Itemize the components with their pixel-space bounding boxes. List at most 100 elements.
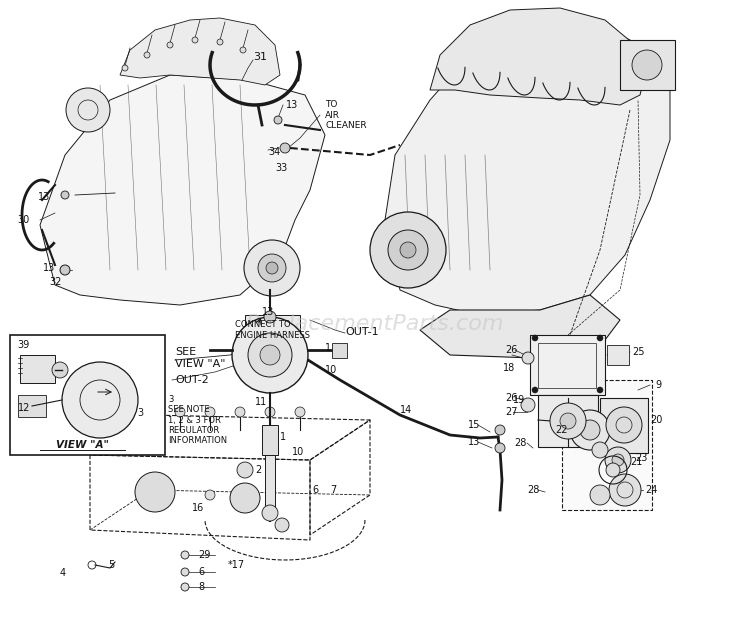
Text: 1: 1 [280, 432, 286, 442]
Text: CONNECT TO
ENGINE HARNESS: CONNECT TO ENGINE HARNESS [235, 320, 310, 340]
Text: 10: 10 [325, 365, 338, 375]
Circle shape [230, 483, 260, 513]
Circle shape [175, 407, 185, 417]
Text: TO
AIR
CLEANER: TO AIR CLEANER [325, 100, 367, 130]
Text: 31: 31 [253, 52, 267, 62]
Text: 6: 6 [312, 485, 318, 495]
Circle shape [145, 407, 155, 417]
Text: 1: 1 [325, 343, 332, 353]
Text: 24: 24 [645, 485, 657, 495]
Circle shape [205, 490, 215, 500]
Text: *17: *17 [228, 560, 245, 570]
Circle shape [192, 37, 198, 43]
Circle shape [60, 265, 70, 275]
Circle shape [205, 407, 215, 417]
Text: 19: 19 [513, 395, 525, 405]
Circle shape [266, 262, 278, 274]
Text: 32: 32 [50, 277, 62, 287]
Text: 33: 33 [275, 163, 287, 173]
Bar [620, 40, 675, 90]
Polygon shape [120, 18, 280, 85]
Circle shape [232, 317, 308, 393]
Circle shape [597, 387, 603, 393]
Circle shape [590, 485, 610, 505]
Text: 26: 26 [506, 345, 518, 355]
Polygon shape [385, 20, 670, 315]
Circle shape [275, 518, 289, 532]
Bar [538, 343, 596, 388]
Bar [245, 315, 300, 350]
Text: 3
SEE NOTE
1, 2 & 3 FOR
REGULATOR
INFORMATION: 3 SEE NOTE 1, 2 & 3 FOR REGULATOR INFORM… [168, 395, 227, 445]
Text: 22: 22 [556, 425, 568, 435]
Text: 7: 7 [330, 485, 336, 495]
Text: OUT-2: OUT-2 [175, 375, 208, 385]
Text: 13: 13 [38, 192, 50, 202]
Bar [10, 335, 165, 455]
Circle shape [240, 47, 246, 53]
Circle shape [181, 568, 189, 576]
Circle shape [592, 442, 608, 458]
Circle shape [135, 472, 175, 512]
Circle shape [597, 335, 603, 341]
Bar [600, 398, 648, 453]
Circle shape [66, 88, 110, 132]
Text: 21: 21 [630, 457, 642, 467]
Circle shape [181, 551, 189, 559]
Text: SEE
VIEW "A": SEE VIEW "A" [175, 347, 226, 369]
Text: 8: 8 [198, 582, 204, 592]
Circle shape [248, 333, 292, 377]
Circle shape [217, 39, 223, 45]
Circle shape [632, 50, 662, 80]
Circle shape [606, 463, 620, 477]
Circle shape [370, 212, 446, 288]
Text: 10: 10 [292, 447, 304, 457]
Circle shape [235, 407, 245, 417]
Bar [538, 395, 598, 447]
Circle shape [61, 191, 69, 199]
Text: 20: 20 [650, 415, 662, 425]
Text: 34: 34 [268, 147, 280, 157]
Text: 14: 14 [400, 405, 412, 415]
Text: 27: 27 [506, 407, 518, 417]
Text: 23: 23 [635, 453, 647, 463]
Circle shape [532, 387, 538, 393]
Circle shape [570, 410, 610, 450]
Bar [607, 345, 629, 365]
Text: 4: 4 [60, 568, 66, 578]
Circle shape [167, 42, 173, 48]
Circle shape [606, 407, 642, 443]
Circle shape [560, 413, 576, 429]
Bar [20, 355, 55, 383]
Circle shape [295, 407, 305, 417]
Bar [265, 455, 275, 510]
Bar [332, 343, 347, 358]
Text: 39: 39 [17, 340, 29, 350]
Text: 3: 3 [137, 408, 143, 418]
Text: ReplacementParts.com: ReplacementParts.com [246, 314, 504, 334]
Text: 13: 13 [262, 307, 274, 317]
Circle shape [495, 443, 505, 453]
Circle shape [550, 403, 586, 439]
Circle shape [262, 505, 278, 521]
Circle shape [244, 240, 300, 296]
Text: 28: 28 [514, 438, 527, 448]
Text: 13: 13 [468, 437, 480, 447]
Circle shape [260, 345, 280, 365]
Text: 16: 16 [192, 503, 204, 513]
Circle shape [605, 447, 631, 473]
Circle shape [62, 362, 138, 438]
Bar [262, 425, 278, 455]
Text: 5: 5 [108, 560, 114, 570]
Text: OUT-1: OUT-1 [345, 327, 379, 337]
Circle shape [609, 474, 641, 506]
Text: VIEW "A": VIEW "A" [56, 440, 109, 450]
Circle shape [264, 311, 276, 323]
Circle shape [274, 116, 282, 124]
Bar [530, 335, 605, 395]
Circle shape [144, 52, 150, 58]
Text: 26: 26 [506, 393, 518, 403]
Circle shape [258, 254, 286, 282]
Text: 25: 25 [632, 347, 644, 357]
Bar [18, 395, 46, 417]
Polygon shape [40, 75, 325, 305]
